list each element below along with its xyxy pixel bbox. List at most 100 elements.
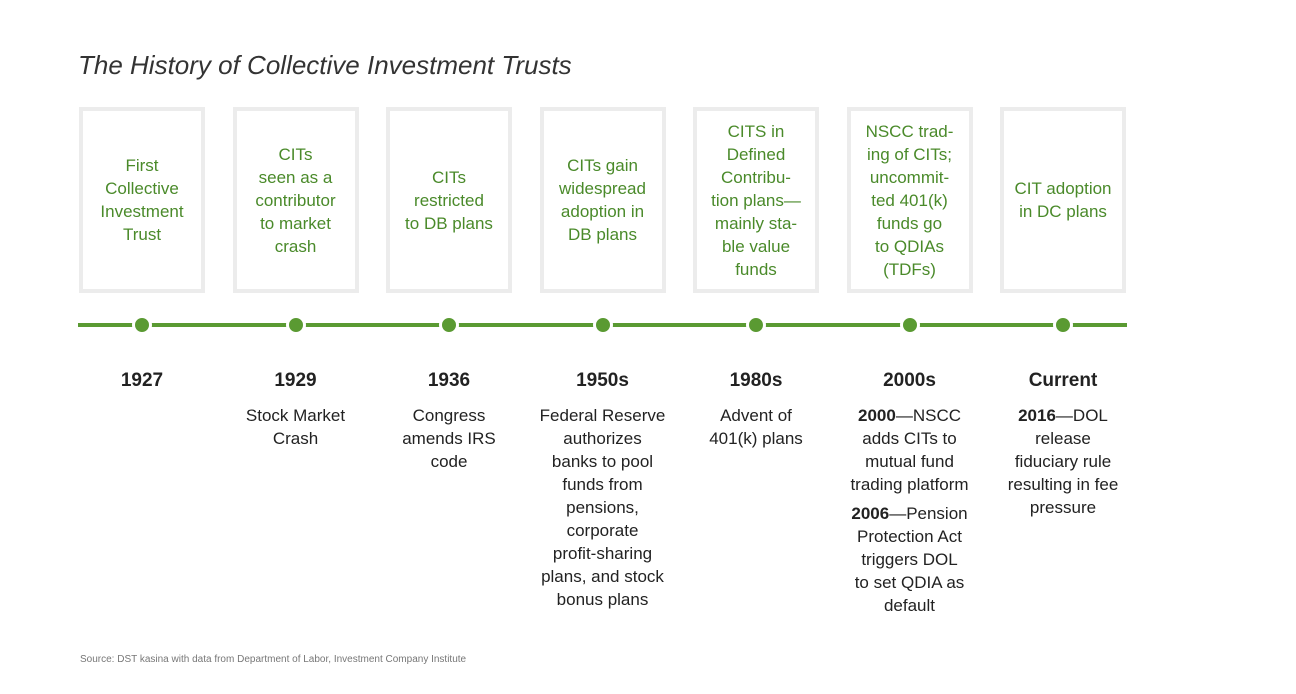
description-line: pensions, bbox=[528, 496, 678, 519]
box-line: Collective bbox=[105, 179, 179, 198]
event-year: Current bbox=[1028, 370, 1098, 391]
event-box: CITs seen as a contributor to market crash bbox=[232, 107, 359, 293]
event-year: 1927 bbox=[120, 370, 164, 391]
description-text: adds CITs to bbox=[862, 429, 957, 448]
description-paragraph: 2006—Pension Protection Act triggers DOL to… bbox=[835, 502, 985, 617]
description-text: 401(k) plans bbox=[709, 429, 803, 448]
box-line: DB plans bbox=[568, 225, 637, 244]
timeline-dot bbox=[285, 315, 306, 335]
description-line: Federal Reserve bbox=[528, 404, 678, 427]
description-text: Federal Reserve bbox=[539, 406, 666, 425]
event-description: Advent of 401(k) plans bbox=[681, 404, 831, 456]
box-line: Defined bbox=[726, 144, 786, 164]
description-line: 2006—Pension bbox=[835, 502, 985, 525]
description-text: —NSCC bbox=[895, 406, 961, 425]
box-line: Trust bbox=[122, 225, 162, 244]
description-line: authorizes bbox=[528, 427, 678, 450]
description-line: Congress bbox=[374, 404, 524, 427]
description-line: plans, and stock bbox=[528, 565, 678, 588]
description-line: release bbox=[988, 427, 1138, 450]
description-text: code bbox=[430, 452, 468, 471]
description-lead: 2000 bbox=[858, 406, 896, 425]
description-text: plans, and stock bbox=[541, 567, 664, 586]
box-line: Investment bbox=[100, 202, 184, 221]
description-paragraph: Advent of 401(k) plans bbox=[681, 404, 831, 450]
description-paragraph: 2016—DOL release fiduciary rule resulting i… bbox=[988, 404, 1138, 519]
description-line: resulting in fee bbox=[988, 473, 1138, 496]
box-line: Contribu- bbox=[721, 167, 791, 187]
event-description: Stock Market Crash bbox=[221, 404, 371, 456]
description-line: 2000—NSCC bbox=[835, 404, 985, 427]
description-text: resulting in fee bbox=[1007, 475, 1119, 494]
box-line: crash bbox=[274, 236, 317, 256]
timeline-dot bbox=[899, 315, 920, 335]
description-line: 401(k) plans bbox=[681, 427, 831, 450]
box-line: CITs bbox=[278, 144, 313, 164]
box-line: widespread bbox=[559, 179, 646, 198]
timeline-dot bbox=[439, 315, 459, 335]
description-line: bonus plans bbox=[528, 588, 678, 611]
event-year: 1936 bbox=[427, 370, 471, 391]
box-line: seen as a bbox=[258, 167, 333, 187]
box-line: to market bbox=[260, 213, 331, 233]
box-line: in DC plans bbox=[1019, 202, 1107, 221]
box-line: to QDIAs bbox=[875, 236, 944, 256]
box-line: CITs gain bbox=[567, 156, 638, 175]
box-line: CITS in bbox=[727, 121, 785, 141]
box-line: tion plans— bbox=[711, 190, 801, 210]
description-text: release bbox=[1035, 429, 1091, 448]
title: The History of Collective Investment Tru… bbox=[78, 50, 572, 80]
description-line: adds CITs to bbox=[835, 427, 985, 450]
description-text: pensions, bbox=[566, 498, 639, 517]
description-line: corporate bbox=[528, 519, 678, 542]
description-text: Congress bbox=[412, 406, 486, 425]
box-line: CIT adoption bbox=[1014, 179, 1112, 198]
event-box: CITs gain widespread adoption in DB plans bbox=[539, 107, 666, 293]
description-line: Advent of bbox=[681, 404, 831, 427]
timeline-dot bbox=[132, 315, 152, 335]
description-text: profit-sharing bbox=[552, 544, 653, 563]
description-paragraph: Federal Reserve authorizes banks to pool fu… bbox=[528, 404, 678, 611]
description-line: fiduciary rule bbox=[988, 450, 1138, 473]
source-note: Source: DST kasina with data from Depart… bbox=[80, 654, 467, 665]
event-year: 1929 bbox=[274, 370, 317, 391]
description-line: mutual fund bbox=[835, 450, 985, 473]
box-line: ble value bbox=[721, 236, 791, 256]
description-line: triggers DOL bbox=[835, 548, 985, 571]
event-box: CIT adoption in DC plans bbox=[1000, 107, 1126, 293]
description-line: banks to pool bbox=[528, 450, 678, 473]
description-text: authorizes bbox=[563, 429, 642, 448]
description-line: to set QDIA as bbox=[835, 571, 985, 594]
event-year: 1950s bbox=[576, 370, 629, 391]
box-line: mainly sta- bbox=[714, 213, 798, 233]
description-text: trading platform bbox=[850, 475, 969, 494]
event-description: 2016—DOL release fiduciary rule resulting i… bbox=[988, 404, 1138, 525]
description-text: funds from bbox=[562, 475, 643, 494]
description-text: —DOL bbox=[1055, 406, 1108, 425]
description-text: Advent of bbox=[720, 406, 792, 425]
event-description: 2000—NSCC adds CITs to mutual fund trading … bbox=[835, 404, 985, 623]
description-line: Stock Market bbox=[221, 404, 371, 427]
event-year: 1980s bbox=[729, 370, 783, 391]
description-paragraph: Stock Market Crash bbox=[221, 404, 371, 450]
description-text: triggers DOL bbox=[861, 550, 958, 569]
description-line: pressure bbox=[988, 496, 1138, 519]
description-text: corporate bbox=[566, 521, 639, 540]
box-line: contributor bbox=[255, 190, 336, 210]
description-text: Stock Market bbox=[245, 406, 346, 425]
description-text: amends IRS bbox=[402, 429, 496, 448]
description-text: to set QDIA as bbox=[854, 573, 965, 592]
box-line: restricted bbox=[414, 190, 484, 210]
box-line: First bbox=[125, 156, 159, 175]
box-line: CITs bbox=[432, 167, 466, 187]
box-line: adoption in bbox=[560, 202, 645, 221]
description-paragraph: 2000—NSCC adds CITs to mutual fund trading … bbox=[835, 404, 985, 496]
event-box: CITs restricted to DB plans bbox=[386, 107, 512, 293]
box-line: uncommit- bbox=[869, 167, 950, 187]
box-line: funds go bbox=[876, 213, 943, 233]
event-year: 2000s bbox=[883, 370, 936, 391]
description-line: 2016—DOL bbox=[988, 404, 1138, 427]
event-description: Federal Reserve authorizes banks to pool fu… bbox=[528, 404, 678, 617]
description-text: mutual fund bbox=[865, 452, 954, 471]
